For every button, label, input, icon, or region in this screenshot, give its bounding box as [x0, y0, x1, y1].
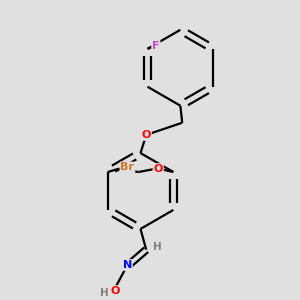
Text: F: F	[152, 41, 160, 51]
Text: O: O	[142, 130, 151, 140]
Text: Br: Br	[121, 163, 134, 172]
Text: H: H	[100, 288, 109, 298]
Text: N: N	[123, 260, 132, 270]
Text: O: O	[110, 286, 120, 296]
Text: H: H	[153, 242, 162, 252]
Text: O: O	[154, 164, 163, 174]
